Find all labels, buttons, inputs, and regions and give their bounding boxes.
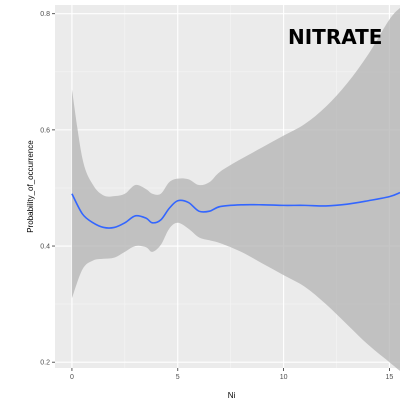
y-tick-label: 0.4	[40, 244, 50, 251]
x-axis-ticks: 0 5 10 15	[70, 368, 393, 381]
y-axis-title: Probability_of_occurrence	[26, 140, 35, 233]
y-tick-label: 0.8	[40, 11, 50, 18]
confidence-ribbon	[71, 7, 400, 371]
x-axis-title: Ni	[228, 391, 236, 400]
x-tick-label: 5	[176, 374, 180, 381]
x-tick-label: 15	[386, 374, 394, 381]
y-tick-label: 0.6	[40, 127, 50, 134]
y-axis-ticks: 0.2 0.4 0.6 0.8	[40, 11, 55, 367]
y-tick-label: 0.2	[40, 360, 50, 367]
smooth-line	[71, 191, 400, 229]
x-tick-label: 10	[280, 374, 288, 381]
chart-title: NITRATE	[288, 25, 382, 49]
x-tick-label: 0	[70, 374, 74, 381]
